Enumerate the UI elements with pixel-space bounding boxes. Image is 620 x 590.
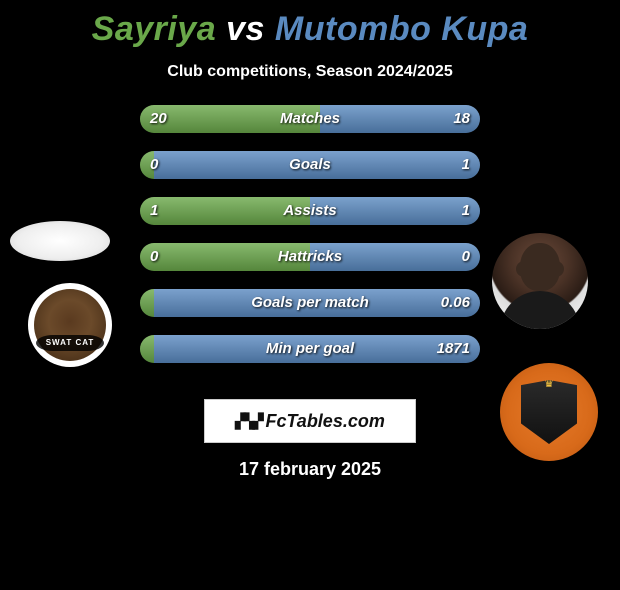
brand-badge: ▞▚▞ FcTables.com (204, 399, 416, 443)
subtitle: Club competitions, Season 2024/2025 (0, 63, 620, 81)
stat-row: 01Goals (140, 151, 480, 179)
player2-club-badge: ♛ (500, 363, 598, 461)
page-title: Sayriya vs Mutombo Kupa (0, 10, 620, 49)
title-player1: Sayriya (92, 10, 217, 48)
date-text: 17 february 2025 (0, 459, 620, 480)
stat-label: Assists (140, 197, 480, 225)
player1-club-badge: SWAT CAT (28, 283, 112, 367)
title-player2: Mutombo Kupa (275, 10, 528, 48)
player2-avatar (492, 233, 588, 329)
stat-bars-container: 2018Matches 01Goals 11Assists 00Hattricks 0.… (140, 105, 480, 381)
stat-label: Matches (140, 105, 480, 133)
title-vs: vs (226, 10, 265, 48)
stat-row: 11Assists (140, 197, 480, 225)
stat-label: Goals per match (140, 289, 480, 317)
stat-label: Min per goal (140, 335, 480, 363)
stat-label: Goals (140, 151, 480, 179)
brand-spark-icon: ▞▚▞ (235, 413, 261, 430)
stat-row: 2018Matches (140, 105, 480, 133)
badge1-text: SWAT CAT (36, 335, 104, 351)
player1-avatar-placeholder (10, 221, 110, 261)
stat-label: Hattricks (140, 243, 480, 271)
stat-row: 1871Min per goal (140, 335, 480, 363)
comparison-chart: SWAT CAT ♛ 2018Matches01Goals11Assists00… (0, 105, 620, 375)
stat-row: 0.06Goals per match (140, 289, 480, 317)
crown-icon: ♛ (544, 376, 555, 390)
stat-row: 00Hattricks (140, 243, 480, 271)
brand-text: FcTables.com (265, 411, 384, 432)
